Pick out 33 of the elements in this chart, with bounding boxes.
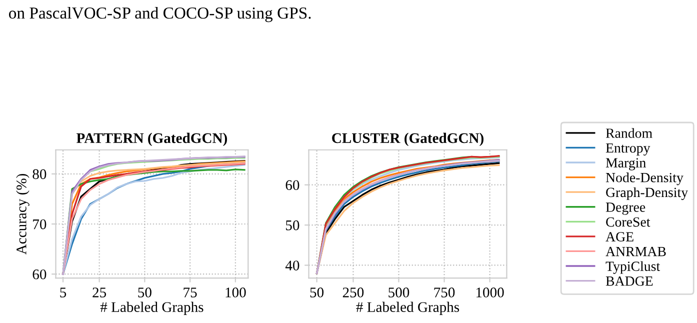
x-axis-title: # Labeled Graphs (356, 302, 460, 315)
x-tick-label: 50 (310, 288, 324, 298)
y-tick-label: 80 (32, 169, 46, 180)
x-tick-label: 50 (138, 288, 152, 298)
legend-label: CoreSet (606, 217, 650, 227)
y-tick-label: 70 (33, 219, 46, 230)
y-tick-label: 60 (32, 269, 46, 280)
chart-title: CLUSTER (GatedGCN) (332, 132, 484, 146)
x-tick-label: 250 (342, 288, 364, 298)
legend-label: ANRMAB (606, 246, 666, 256)
legend-label: TypiClust (606, 261, 660, 274)
y-axis-title: Accuracy (%) (16, 174, 30, 255)
chart-title: PATTERN (GatedGCN) (76, 132, 227, 146)
x-tick-label: 5 (60, 288, 66, 298)
x-tick-label: 750 (434, 288, 455, 298)
legend-label: Node-Density (606, 172, 684, 186)
legend-label: BADGE (606, 276, 653, 286)
legend-label: Entropy (606, 143, 650, 156)
legend-label: Random (606, 128, 652, 138)
text: on PascalVOC-SP and COCO-SP using GPS. (9, 6, 311, 22)
y-tick-label: 50 (286, 220, 300, 230)
x-tick-label: 25 (92, 288, 106, 298)
legend-label: Degree (606, 202, 646, 215)
x-tick-label: 1000 (476, 288, 504, 298)
legend-label: Graph-Density (606, 187, 688, 200)
x-axis-title: # Labeled Graphs (100, 302, 204, 315)
x-tick-label: 75 (184, 288, 197, 298)
y-tick-label: 60 (286, 180, 300, 190)
legend-label: Margin (606, 158, 646, 170)
x-tick-label: 500 (388, 288, 410, 298)
y-tick-label: 40 (285, 260, 300, 270)
legend-label: AGE (606, 232, 634, 242)
x-tick-label: 100 (226, 288, 246, 298)
